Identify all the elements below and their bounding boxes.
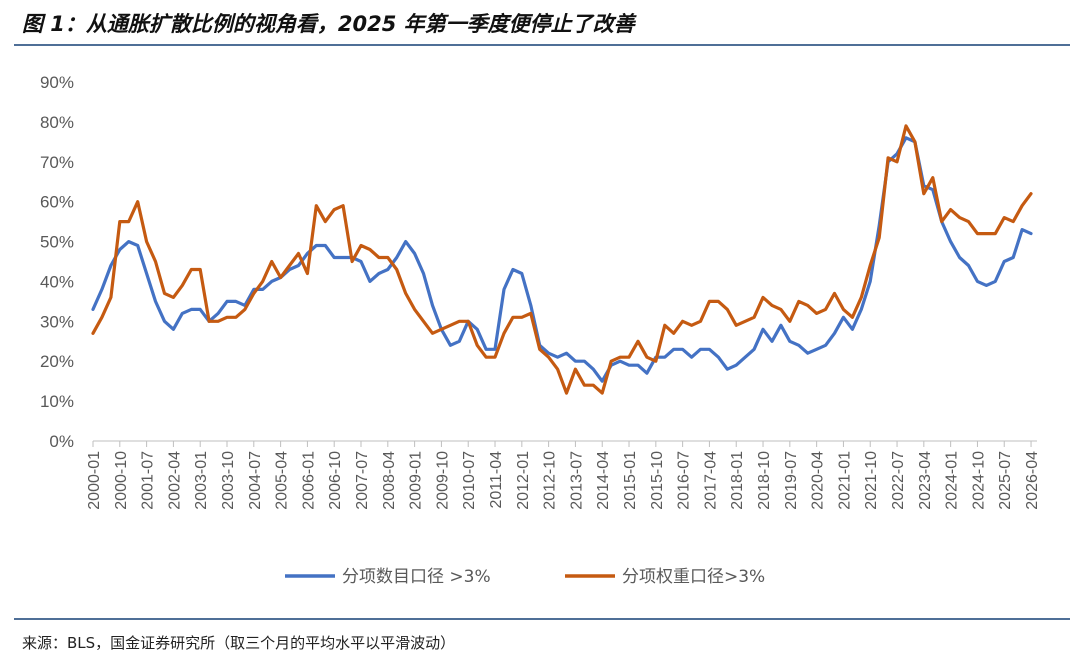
x-tick-label: 2003-01 (193, 451, 210, 510)
x-tick-label: 2016-07 (676, 451, 693, 510)
x-tick-label: 2003-10 (220, 451, 237, 510)
x-tick-label: 2020-04 (810, 451, 827, 510)
x-tick-label: 2001-07 (140, 451, 157, 510)
x-tick-label: 2022-07 (890, 451, 907, 510)
y-tick-label: 30% (40, 312, 74, 331)
x-tick-label: 2011-04 (488, 451, 505, 509)
x-tick-label: 2012-01 (515, 451, 532, 510)
x-tick-label: 2024-10 (970, 451, 987, 510)
x-tick-label: 2024-01 (944, 451, 961, 510)
x-tick-label: 2005-04 (274, 451, 291, 510)
title-divider (14, 44, 1070, 46)
x-tick-label: 2018-10 (756, 451, 773, 510)
x-tick-label: 2007-07 (354, 451, 371, 510)
y-tick-label: 70% (40, 153, 74, 172)
x-tick-label: 2014-04 (595, 451, 612, 510)
x-tick-label: 2015-01 (622, 451, 639, 510)
y-tick-label: 60% (40, 193, 74, 212)
y-tick-label: 80% (40, 113, 74, 132)
x-tick-label: 2021-10 (863, 451, 880, 510)
series-line-1 (91, 136, 1033, 383)
legend-label-1: 分项数目口径 >3% (342, 567, 491, 587)
legend-label-2: 分项权重口径>3% (622, 567, 765, 587)
x-tick-label: 2009-01 (408, 451, 425, 510)
y-tick-label: 90% (40, 73, 74, 92)
footer-divider (14, 618, 1070, 620)
x-tick-label: 2026-04 (1024, 451, 1041, 510)
x-tick-label: 2021-01 (836, 451, 853, 510)
x-tick-label: 2012-10 (542, 451, 559, 510)
x-tick-label: 2000-10 (113, 451, 130, 510)
x-tick-label: 2015-10 (649, 451, 666, 510)
x-tick-label: 2009-10 (434, 451, 451, 510)
x-tick-label: 2023-04 (917, 451, 934, 510)
x-tick-label: 2008-04 (381, 451, 398, 510)
x-tick-label: 2017-04 (702, 451, 719, 510)
x-tick-label: 2006-01 (300, 451, 317, 510)
source-note: 来源：BLS，国金证券研究所（取三个月的平均水平以平滑波动） (22, 634, 456, 652)
y-tick-label: 10% (40, 392, 74, 411)
y-tick-label: 0% (49, 432, 74, 451)
y-tick-label: 20% (40, 352, 74, 371)
x-tick-label: 2000-01 (86, 451, 103, 510)
figure-title: 图 1：从通胀扩散比例的视角看，2025 年第一季度便停止了改善 (22, 12, 635, 36)
x-tick-label: 2002-04 (166, 451, 183, 510)
x-tick-label: 2018-01 (729, 451, 746, 510)
y-tick-label: 50% (40, 233, 74, 252)
y-tick-label: 40% (40, 272, 74, 291)
series-line-2 (91, 124, 1033, 395)
x-tick-label: 2004-07 (247, 451, 264, 510)
x-tick-label: 2013-07 (568, 451, 585, 510)
x-tick-label: 2019-07 (783, 451, 800, 510)
x-tick-label: 2025-07 (997, 451, 1014, 510)
x-tick-label: 2006-10 (327, 451, 344, 510)
x-tick-label: 2010-07 (461, 451, 478, 510)
